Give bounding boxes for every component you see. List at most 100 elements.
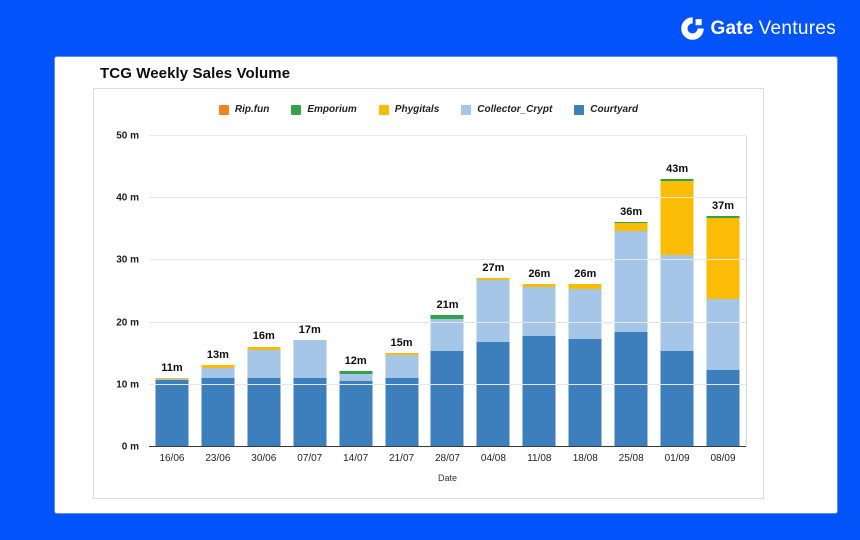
bar-slot: 17m	[287, 136, 333, 447]
bar-total-label: 11m	[161, 361, 183, 374]
x-tick-label: 18/08	[572, 453, 598, 464]
stacked-bar	[293, 340, 327, 446]
x-tick-label: 14/07	[343, 453, 369, 464]
bar-segment-phygitals	[247, 346, 281, 351]
bar-total-label: 27m	[482, 262, 505, 275]
plot-area: 11m 13m 16m 17m 12m 15m 21m 27m 26m 26m 36m 43m 37m …	[116, 131, 747, 453]
stacked-bar	[155, 377, 189, 446]
legend-swatch	[378, 104, 389, 115]
bar-slot: 26m	[516, 136, 562, 447]
bar-segment-courtyard	[568, 339, 602, 446]
bar-segment-phygitals	[522, 284, 556, 287]
legend-swatch	[291, 104, 302, 115]
bar-total-label: 26m	[528, 268, 551, 281]
bar-segment-phygitals	[568, 284, 602, 289]
legend-item-collector-crypt: Collector_Crypt	[461, 104, 552, 115]
stacked-bar	[522, 284, 556, 446]
bar-segment-courtyard	[293, 377, 327, 446]
x-tick-label: 21/07	[389, 453, 415, 464]
x-tick-label: 11/08	[527, 453, 552, 464]
bar-segment-collector-crypt	[522, 286, 556, 336]
bar-segment-courtyard	[201, 377, 235, 446]
bar-slot: 11m	[149, 136, 195, 447]
legend-swatch	[218, 104, 229, 115]
gridline	[149, 446, 746, 447]
x-tick-label: 28/07	[434, 453, 460, 464]
bar-segment-courtyard	[339, 380, 373, 446]
bar-slot: 43m	[654, 136, 700, 447]
bar-segment-courtyard	[706, 370, 740, 446]
content-panel: TCG Weekly Sales Volume Rip.fun Emporium P…	[55, 57, 837, 513]
bar-segment-phygitals	[476, 278, 510, 280]
stacked-bar	[385, 352, 419, 446]
y-tick-label: 40 m	[116, 192, 139, 204]
bar-segment-emporium	[614, 222, 648, 224]
bar-slot: 15m	[379, 136, 425, 447]
legend-item-rip-fun: Rip.fun	[218, 104, 269, 115]
bar-total-label: 16m	[252, 330, 275, 343]
bar-segment-collector-crypt	[339, 373, 373, 381]
bar-total-label: 17m	[298, 324, 321, 337]
legend-label: Courtyard	[590, 104, 639, 115]
bar-segment-phygitals	[201, 365, 235, 368]
chart-title: TCG Weekly Sales Volume	[100, 65, 291, 82]
bar-segment-phygitals	[660, 181, 694, 256]
x-tick-label: 08/09	[710, 453, 736, 464]
stacked-bar	[614, 222, 648, 446]
bar-segment-courtyard	[522, 335, 556, 446]
bar-segment-courtyard	[476, 342, 510, 446]
bar-total-label: 36m	[620, 206, 643, 219]
bar-segment-collector-crypt	[430, 318, 464, 352]
x-tick-label: 07/07	[297, 453, 323, 464]
bar-segment-phygitals	[614, 223, 648, 231]
legend-label: Collector_Crypt	[477, 104, 553, 115]
chart-legend: Rip.fun Emporium Phygitals Collector_Crypt C…	[94, 104, 763, 115]
legend-label: Phygitals	[394, 104, 440, 115]
bar-segment-emporium	[430, 315, 464, 319]
gridline	[149, 321, 746, 323]
bar-slot: 26m	[562, 136, 608, 447]
bar-segment-courtyard	[614, 332, 648, 446]
y-tick-label: 0 m	[121, 441, 139, 453]
bar-total-label: 12m	[344, 355, 367, 368]
logo-text-gate: Gate	[710, 17, 754, 39]
bar-segment-collector-crypt	[568, 288, 602, 340]
bar-segment-collector-crypt	[247, 350, 281, 378]
stacked-bar	[201, 365, 235, 446]
stacked-bar	[247, 346, 281, 446]
bar-total-label: 15m	[390, 336, 413, 349]
x-tick-label: 25/08	[618, 453, 644, 464]
legend-item-courtyard: Courtyard	[574, 104, 638, 115]
logo-wordmark: Gate Ventures	[711, 18, 836, 40]
plot-right-border	[746, 136, 747, 447]
bar-total-label: 21m	[436, 299, 459, 312]
stacked-bar	[430, 315, 464, 446]
bar-slot: 37m	[700, 136, 746, 447]
bar-segment-courtyard	[247, 377, 281, 446]
bar-segment-collector-crypt	[201, 367, 235, 378]
bar-slots: 11m 13m 16m 17m 12m 15m 21m 27m 26m 26m 36m 43m 37m	[149, 136, 746, 447]
legend-item-phygitals: Phygitals	[378, 104, 440, 115]
legend-label: Emporium	[307, 104, 357, 115]
stacked-bar	[339, 371, 373, 446]
bar-segment-collector-crypt	[706, 299, 740, 371]
gate-logo-icon	[680, 17, 704, 40]
chart-container: Rip.fun Emporium Phygitals Collector_Crypt C…	[93, 88, 764, 499]
bar-segment-emporium	[706, 215, 740, 219]
bar-segment-courtyard	[660, 350, 694, 446]
gridline	[149, 135, 746, 136]
bar-segment-courtyard	[385, 377, 419, 446]
bar-segment-collector-crypt	[614, 230, 648, 333]
bar-slot: 16m	[241, 136, 287, 447]
gridline	[149, 197, 746, 199]
bar-segment-collector-crypt	[155, 379, 189, 381]
x-axis-title: Date	[437, 473, 457, 483]
stacked-bar	[706, 215, 740, 446]
stacked-bar	[660, 178, 694, 446]
bar-segment-emporium	[660, 178, 694, 182]
bar-slot: 21m	[425, 136, 471, 447]
logo-text-ventures: Ventures	[758, 17, 836, 39]
bar-segment-phygitals	[706, 218, 740, 300]
y-tick-label: 50 m	[116, 130, 139, 142]
